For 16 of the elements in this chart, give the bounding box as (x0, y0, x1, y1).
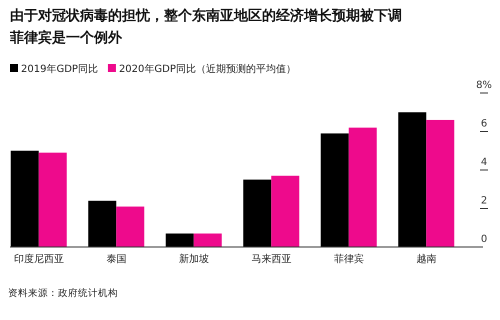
xtick: 泰国 (106, 254, 126, 265)
legend: 2019年GDP同比 (21, 64, 98, 75)
xtick: 印度尼西亚 (14, 254, 64, 265)
subtitle: 菲律宾是一个例外 (10, 30, 122, 46)
ytick: 4 (480, 157, 488, 168)
xtick: 菲律宾 (334, 254, 364, 265)
xtick: 新加坡 (178, 254, 209, 265)
ytick: 2 (480, 196, 488, 206)
ytick: 8% (476, 80, 492, 91)
xtick: 越南 (416, 254, 436, 265)
annotation: 资料来源：政府统计机构 (8, 288, 118, 299)
xtick: 马来西亚 (251, 254, 292, 265)
ytick: 6 (480, 118, 488, 130)
legend: 2020年GDP同比（近期预测的平均值） (118, 64, 296, 75)
ytick: 0 (480, 234, 488, 245)
title: 由于对冠状病毒的担忧，整个东南亚地区的经济增长预期被下调 (10, 8, 402, 24)
